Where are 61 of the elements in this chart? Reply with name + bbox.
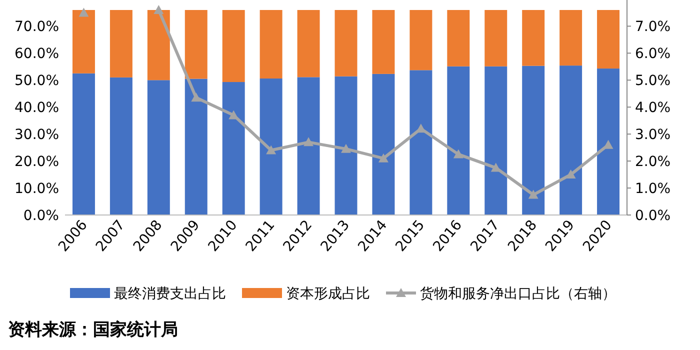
y-tick-label: 10.0% xyxy=(14,181,59,198)
point xyxy=(154,5,164,14)
y2-tick-label: 1.0% xyxy=(635,181,671,198)
bar xyxy=(184,78,208,215)
bar xyxy=(334,10,358,76)
bar xyxy=(372,10,395,74)
y2-tick-label: 5.0% xyxy=(635,73,671,90)
bar xyxy=(297,77,320,215)
legend-label: 资本形成占比 xyxy=(286,286,370,302)
legend-label: 货物和服务净出口占比（右轴） xyxy=(420,286,616,302)
bar xyxy=(410,10,432,70)
y2-tick-label: 4.0% xyxy=(635,100,671,116)
bar xyxy=(372,74,395,215)
bar xyxy=(597,68,620,215)
point xyxy=(528,190,538,199)
y-tick-label: 20.0% xyxy=(14,154,59,170)
bar xyxy=(222,82,245,215)
bar xyxy=(560,10,582,66)
bar xyxy=(484,10,508,66)
bar xyxy=(297,10,320,78)
y-tick-label: 60.0% xyxy=(14,46,59,62)
bar xyxy=(447,66,470,215)
point xyxy=(304,137,314,146)
y2-tick-label: 6.0% xyxy=(635,46,671,62)
y-tick-label: 30.0% xyxy=(14,127,59,144)
bar xyxy=(222,10,245,82)
point xyxy=(266,145,276,154)
point xyxy=(341,144,351,153)
point xyxy=(378,153,388,162)
bar xyxy=(72,73,95,215)
bar xyxy=(560,66,582,215)
bar xyxy=(484,66,508,215)
point xyxy=(78,8,89,17)
bar xyxy=(597,10,620,69)
y2-tick-label: 2.0% xyxy=(635,154,671,170)
bar xyxy=(147,80,170,215)
point xyxy=(453,149,464,158)
point xyxy=(566,170,576,179)
point xyxy=(228,110,239,120)
y2-tick-label: 7.0% xyxy=(635,19,671,36)
y-tick-label: 0.0% xyxy=(23,208,59,224)
y-tick-label: 70.0% xyxy=(14,19,59,36)
bar xyxy=(72,10,95,74)
bar xyxy=(410,70,432,215)
legend-label: 最终消费支出占比 xyxy=(114,286,226,302)
point xyxy=(191,92,202,102)
bar xyxy=(184,10,208,79)
bar xyxy=(110,77,132,215)
bar xyxy=(522,66,545,215)
bar xyxy=(334,76,358,215)
y-tick-label: 40.0% xyxy=(14,100,59,116)
bar xyxy=(260,78,282,215)
bar xyxy=(147,10,170,80)
bar xyxy=(260,10,282,79)
y-tick-label: 50.0% xyxy=(14,73,59,90)
text: 资料来源：国家统计局 xyxy=(8,320,178,340)
y2-tick-label: 3.0% xyxy=(635,127,671,144)
bar xyxy=(110,10,132,78)
y2-tick-label: 0.0% xyxy=(635,208,671,224)
bar xyxy=(447,10,470,66)
bar xyxy=(522,10,545,66)
